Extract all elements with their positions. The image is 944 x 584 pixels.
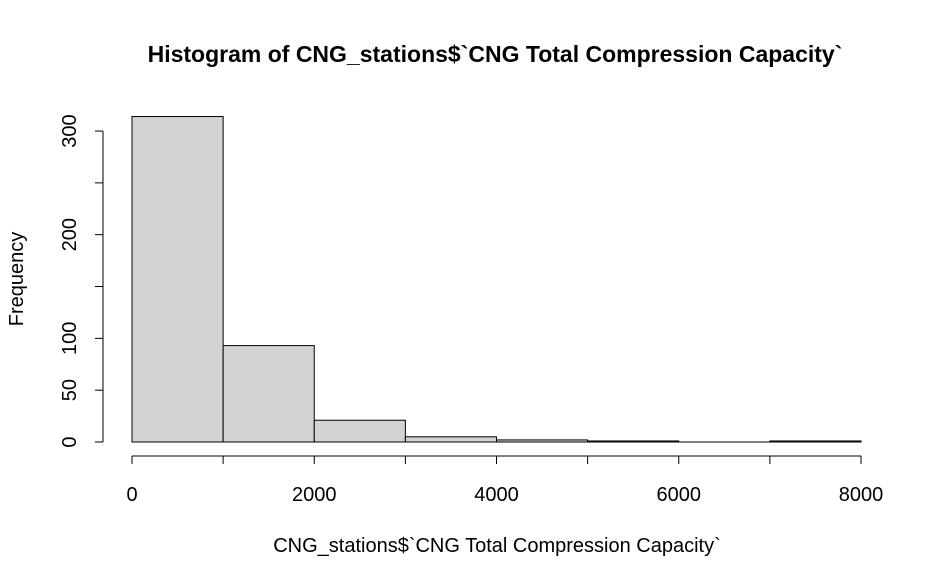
histogram-bar-0 <box>131 116 224 443</box>
histogram-bar-7 <box>769 440 862 443</box>
y-tick-label-1: 50 <box>59 379 81 401</box>
histogram-bars <box>131 116 862 443</box>
histogram-bar-3 <box>404 436 497 443</box>
histogram-bar-5 <box>587 440 680 443</box>
y-axis-label: Frequency <box>6 232 28 327</box>
histogram-bar-4 <box>496 439 589 443</box>
x-tick-label-1: 2000 <box>292 484 337 506</box>
x-axis: 0 2000 4000 6000 8000 <box>126 455 884 506</box>
x-axis-label: CNG_stations$`CNG Total Compression Capa… <box>273 535 721 557</box>
x-tick-label-3: 6000 <box>657 484 702 506</box>
histogram-bar-2 <box>313 419 406 443</box>
chart-title: Histogram of CNG_stations$`CNG Total Com… <box>148 41 843 67</box>
y-axis: 0 50 100 200 300 <box>59 114 104 448</box>
x-tick-label-2: 4000 <box>474 484 519 506</box>
x-tick-label-0: 0 <box>126 484 137 506</box>
histogram-bar-1 <box>222 345 315 443</box>
y-tick-label-0: 0 <box>59 436 81 447</box>
y-tick-label-3: 200 <box>59 218 81 251</box>
y-tick-label-2: 100 <box>59 322 81 355</box>
y-tick-label-4: 300 <box>59 114 81 147</box>
x-tick-label-4: 8000 <box>839 484 884 506</box>
